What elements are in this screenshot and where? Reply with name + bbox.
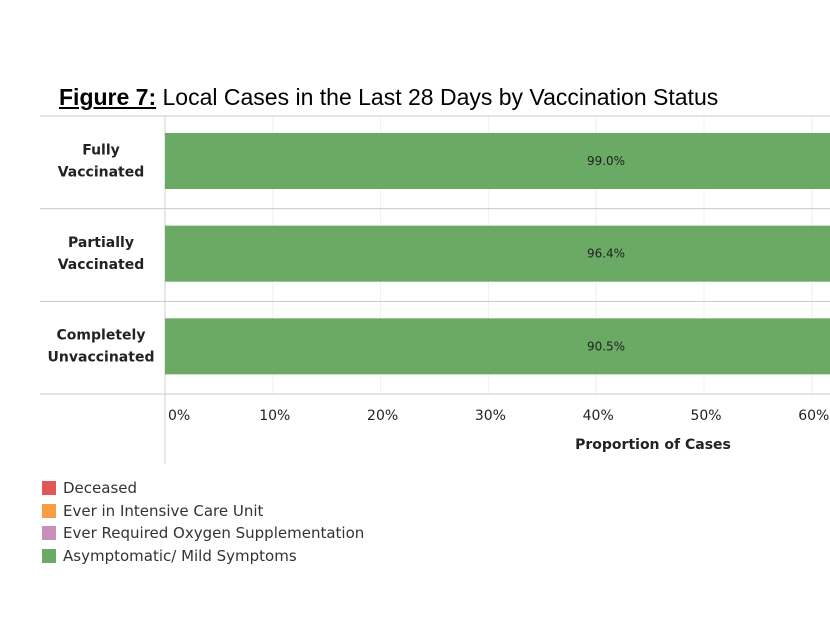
- legend-label: Ever in Intensive Care Unit: [63, 501, 264, 520]
- bar-data-label: 99.0%: [587, 154, 625, 168]
- legend-label: Ever Required Oxygen Supplementation: [63, 524, 365, 543]
- bar: [165, 318, 830, 375]
- x-tick-label: 0%: [168, 408, 190, 424]
- legend-label: Deceased: [63, 479, 138, 498]
- legend-swatch: [42, 481, 56, 496]
- legend-item: Ever Required Oxygen Supplementation: [42, 522, 364, 545]
- legend-item: Deceased: [42, 477, 364, 500]
- legend-label: Asymptomatic/ Mild Symptoms: [63, 546, 297, 565]
- x-tick-label: 50%: [690, 408, 721, 424]
- figure-title: Figure 7: Local Cases in the Last 28 Day…: [59, 84, 718, 111]
- category-label: Completely Unvaccinated: [48, 328, 155, 366]
- legend-item: Ever in Intensive Care Unit: [42, 500, 364, 523]
- x-tick-label: 60%: [798, 408, 829, 424]
- legend-swatch: [42, 548, 56, 563]
- legend-swatch: [42, 526, 56, 541]
- bar-data-label: 90.5%: [587, 339, 625, 353]
- figure-title-text: Local Cases in the Last 28 Days by Vacci…: [156, 84, 719, 110]
- x-tick-label: 10%: [259, 408, 290, 424]
- chart: 99.0% Fully Vaccinated 96.4% Partially Vaccin…: [40, 115, 830, 464]
- x-tick-label: 30%: [475, 408, 506, 424]
- category-label: Fully Vaccinated: [58, 142, 145, 180]
- category-label: Partially Vaccinated: [58, 235, 145, 273]
- bar-data-label: 96.4%: [587, 247, 625, 261]
- legend-swatch: [42, 503, 56, 518]
- legend: Deceased Ever in Intensive Care Unit Ever …: [42, 477, 364, 567]
- figure-number: Figure 7:: [59, 84, 157, 110]
- bar: [165, 133, 830, 189]
- legend-item: Asymptomatic/ Mild Symptoms: [42, 545, 364, 568]
- x-tick-label: 40%: [583, 408, 614, 424]
- bar: [165, 225, 830, 282]
- x-tick-label: 20%: [367, 408, 398, 424]
- x-axis-title: Proportion of Cases: [575, 437, 731, 453]
